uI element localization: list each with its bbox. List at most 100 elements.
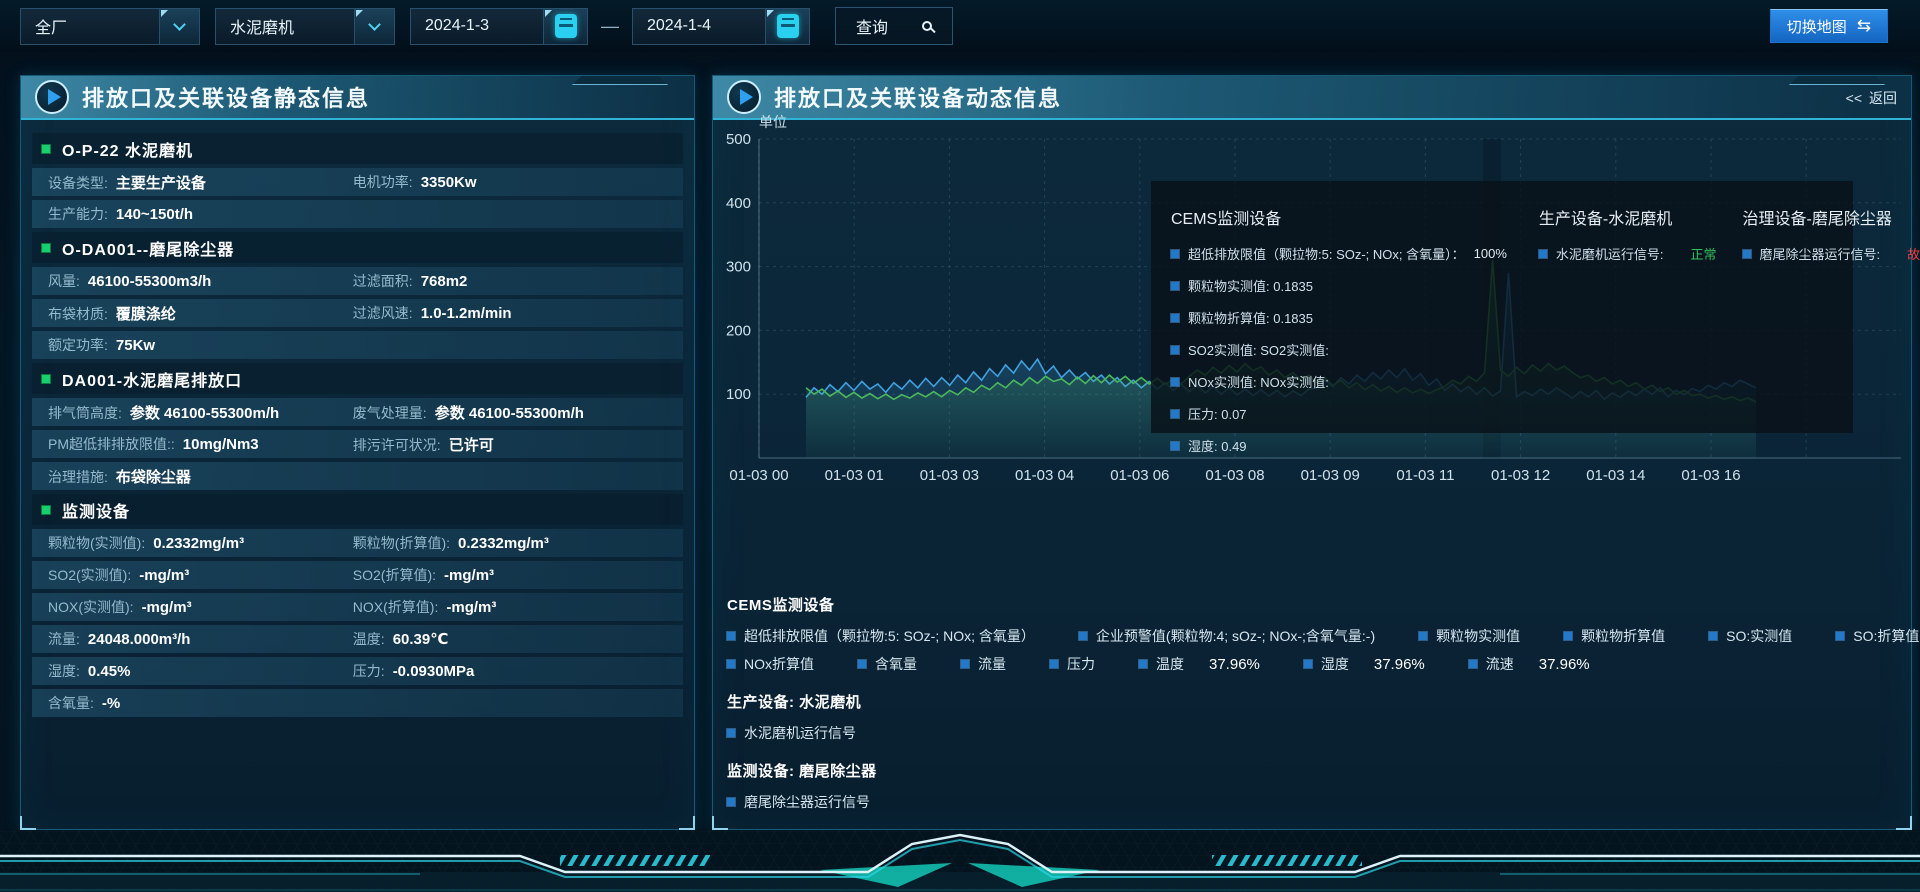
calendar-icon	[776, 14, 799, 38]
legend-square-icon	[1171, 249, 1179, 258]
field-value: 75Kw	[115, 337, 156, 354]
legend-item[interactable]: 水泥磨机运行信号	[727, 723, 856, 743]
legend-item[interactable]: 湿度 37.96%	[1303, 654, 1425, 674]
legend-item[interactable]: NOx折算值	[727, 654, 814, 674]
dynamic-panel-header: 排放口及关联设备动态信息 << 返回	[713, 76, 1911, 120]
legend-row: NOx折算值 含氧量 流量 压力 温度 37.96% 湿度 37.96% 流速 37.96%	[727, 654, 1903, 674]
svg-text:400: 400	[726, 195, 751, 212]
svg-text:01-03 04: 01-03 04	[1015, 467, 1074, 484]
legend-item[interactable]: 流速 37.96%	[1468, 654, 1590, 674]
tooltip-item-label: 磨尾除尘器运行信号:	[1759, 247, 1881, 262]
tooltip-item: 水泥磨机运行信号: 正常	[1538, 244, 1717, 263]
field-label: 排污许可状况:	[352, 436, 441, 453]
field: 布袋材质: 覆膜涤纶	[48, 303, 353, 324]
field-label: 治理措施:	[48, 468, 108, 485]
play-icon	[727, 80, 761, 114]
legend-item[interactable]: 颗粒物折算值	[1564, 626, 1665, 646]
device-select[interactable]: 水泥磨机	[215, 7, 395, 45]
legend-item-label: SO:实测值	[1726, 628, 1793, 644]
green-square-icon	[41, 504, 51, 515]
switch-map-button[interactable]: 切换地图 ⇆	[1769, 9, 1888, 43]
field: 设备类型: 主要生产设备	[48, 172, 353, 193]
legend-item[interactable]: 流量	[961, 654, 1006, 674]
data-row: 风量: 46100-55300m3/h 过滤面积: 768m2	[32, 267, 683, 295]
tooltip-item: 压力: 0.07	[1171, 404, 1513, 423]
field-value: 3350Kw	[420, 174, 477, 191]
field-label: 额定功率:	[48, 337, 108, 353]
plant-select[interactable]: 全厂	[20, 7, 200, 45]
field-label: 压力:	[352, 663, 385, 679]
query-button[interactable]: 查询	[835, 7, 953, 45]
legend-square-icon	[1564, 632, 1573, 640]
legend-item[interactable]: 含氧量	[858, 654, 917, 674]
legend-square-icon	[1171, 409, 1179, 418]
plant-select-caret[interactable]	[159, 8, 199, 44]
legend-item[interactable]: 超低排放限值（颗拉物:5: SOz-; NOx; 含氧量）	[727, 626, 1035, 646]
device-select-caret[interactable]	[354, 8, 394, 44]
legend-row: 水泥磨机运行信号	[727, 723, 1903, 743]
chart-legend: CEMS监测设备 超低排放限值（颗拉物:5: SOz-; NOx; 含氧量） 企业预…	[727, 594, 1919, 829]
tooltip-item: 颗粒物实测值: 0.1835	[1171, 276, 1513, 295]
field-label: 过滤面积:	[352, 273, 413, 289]
date-from-input[interactable]: 2024-1-3	[410, 7, 588, 45]
data-row: 排气筒高度: 参数 46100-55300m/h 废气处理量: 参数 46100-55…	[32, 398, 683, 426]
tooltip-item-label: 水泥磨机运行信号:	[1555, 247, 1664, 262]
field-value: -mg/m³	[444, 567, 495, 584]
svg-text:01-03 03: 01-03 03	[920, 467, 979, 484]
data-row: 生产能力: 140~150t/h	[32, 200, 683, 228]
section-title: 监测设备	[32, 494, 683, 525]
field: 废气处理量: 参数 46100-55300m/h	[353, 402, 584, 423]
query-button-label: 查询	[856, 20, 889, 37]
calendar-icon	[554, 14, 577, 38]
back-link[interactable]: << 返回	[1846, 76, 1897, 120]
legend-square-icon	[1468, 660, 1477, 668]
field-value: -mg/m³	[139, 567, 190, 584]
legend-item-label: NOx折算值	[744, 656, 814, 672]
dynamic-panel-title: 排放口及关联设备动态信息	[774, 86, 1063, 111]
static-panel-header: 排放口及关联设备静态信息	[21, 76, 694, 120]
date-to-picker[interactable]	[765, 8, 809, 44]
date-to-input[interactable]: 2024-1-4	[632, 7, 810, 45]
field: NOX(实测值): -mg/m³	[48, 597, 353, 617]
field-value: -%	[101, 695, 121, 712]
legend-item[interactable]: 温度 37.96%	[1139, 654, 1260, 674]
tooltip-item: 湿度: 0.49	[1171, 436, 1513, 455]
legend-square-icon	[727, 729, 735, 737]
field-label: 设备类型:	[48, 174, 108, 191]
legend-item[interactable]: 颗粒物实测值	[1419, 626, 1520, 646]
static-info-body: O-P-22 水泥磨机 设备类型: 主要生产设备 电机功率: 3350Kw 生产能力: 14…	[21, 120, 694, 731]
field-label: 风量:	[48, 273, 80, 289]
legend-square-icon	[1538, 249, 1547, 258]
data-row: 布袋材质: 覆膜涤纶 过滤风速: 1.0-1.2m/min	[32, 299, 683, 327]
data-row: NOX(实测值): -mg/m³ NOX(折算值): -mg/m³	[32, 593, 683, 621]
tooltip-item-value: 100%	[1473, 246, 1507, 261]
legend-item[interactable]: 磨尾除尘器运行信号	[727, 792, 870, 812]
legend-square-icon	[1171, 281, 1179, 290]
date-from-picker[interactable]	[543, 8, 587, 44]
field: PM超低排排放限值:: 10mg/Nm3	[48, 434, 353, 454]
tooltip-item-label: 颗粒物折算值: 0.1835	[1188, 311, 1313, 326]
legend-item[interactable]: 企业预警值(颗粒物:4; sOz-; NOx-;含氧气量:-)	[1078, 626, 1375, 646]
field: 含氧量: -%	[48, 693, 353, 713]
legend-square-icon	[1171, 441, 1179, 450]
field-label: 电机功率:	[352, 174, 413, 190]
svg-text:200: 200	[726, 322, 751, 339]
swap-icon: ⇆	[1856, 16, 1871, 35]
field-value: -mg/m³	[446, 599, 497, 616]
legend-item[interactable]: 压力	[1050, 654, 1095, 674]
field: 生产能力: 140~150t/h	[48, 204, 353, 224]
search-icon	[922, 21, 932, 31]
tooltip-column: 生产设备-水泥磨机 水泥磨机运行信号: 正常	[1538, 197, 1717, 417]
tooltip-item-label: NOx实测值: NOx实测值:	[1188, 375, 1329, 390]
section-title: DA001-水泥磨尾排放口	[32, 363, 683, 394]
legend-row: 磨尾除尘器运行信号	[727, 792, 1903, 812]
legend-square-icon	[1171, 313, 1179, 322]
legend-item[interactable]: SO:实测值	[1709, 626, 1792, 646]
field: SO2(折算值): -mg/m³	[353, 565, 494, 585]
svg-text:01-03 12: 01-03 12	[1491, 467, 1550, 484]
tooltip-item: 超低排放限值（颗拉物:5: SOz-; NOx; 含氧量）： 100%	[1171, 244, 1513, 263]
header-notch	[572, 76, 668, 85]
legend-item[interactable]: SO:折算值	[1836, 626, 1919, 646]
field-value: 10mg/Nm3	[182, 436, 259, 453]
